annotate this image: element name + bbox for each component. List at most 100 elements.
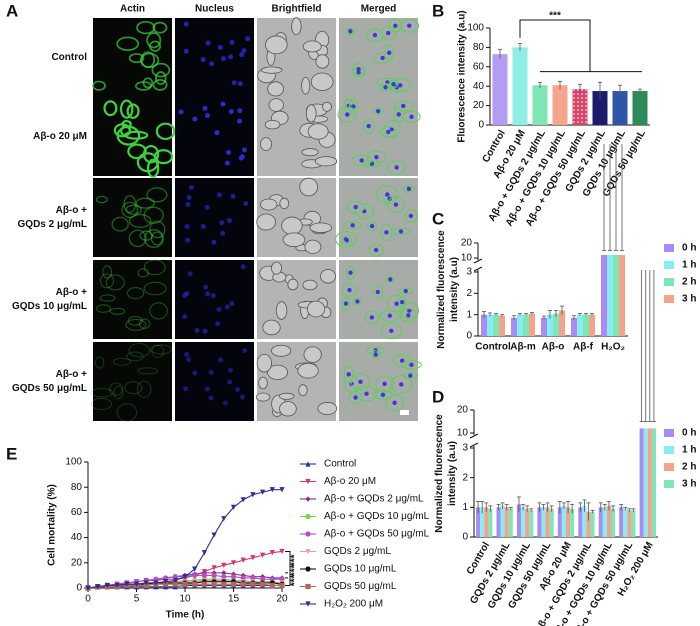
nucleus	[215, 321, 221, 327]
cell	[345, 265, 356, 280]
bar	[582, 505, 587, 537]
cell	[121, 201, 139, 219]
nucleus	[205, 291, 211, 297]
nucleus	[391, 81, 396, 87]
cell	[400, 360, 422, 370]
cell	[393, 100, 414, 112]
bar	[476, 507, 481, 537]
legend-label: GQDs 50 μg/mL	[324, 581, 397, 592]
legend-label: 1 h	[682, 445, 696, 456]
cell	[341, 283, 358, 297]
bar	[643, 428, 648, 537]
legend-label: 3 h	[682, 294, 696, 305]
row-label: Aβ-o +	[56, 369, 88, 380]
nucleus	[359, 158, 364, 163]
row-label: GQDs 50 μg/mL	[12, 383, 87, 394]
cell	[109, 382, 124, 396]
cell	[299, 177, 319, 197]
nucleus	[382, 381, 387, 387]
marker	[279, 582, 285, 589]
cell	[372, 390, 394, 400]
y-tick-label: 80	[473, 42, 485, 53]
nucleus	[216, 306, 222, 312]
cell	[128, 343, 151, 358]
micrograph	[175, 342, 254, 421]
legend-marker	[305, 496, 311, 502]
column-header: Actin	[120, 4, 145, 15]
y-axis-label: intensity (a.u)	[449, 257, 460, 322]
cell	[259, 198, 278, 211]
cell	[365, 28, 385, 42]
cell	[380, 26, 397, 40]
nucleus	[343, 237, 349, 242]
cell	[135, 197, 155, 209]
cell	[116, 403, 138, 422]
cell	[314, 156, 338, 167]
legend-label: Aβ-o + GQDs 50 μg/mL	[324, 529, 430, 540]
legend-marker	[305, 601, 311, 607]
marker	[260, 552, 266, 558]
axis-break	[469, 433, 479, 439]
legend-label: Aβ-o + GQDs 10 μg/mL	[324, 511, 430, 522]
cell	[90, 397, 113, 411]
micrograph	[257, 260, 337, 339]
cell	[388, 18, 402, 33]
y-tick-label: 0	[462, 532, 468, 543]
micrograph-bg	[175, 178, 254, 257]
nucleus	[372, 32, 378, 38]
nucleus	[214, 130, 220, 136]
nucleus	[364, 391, 369, 396]
cell	[402, 110, 421, 123]
cell	[151, 62, 171, 78]
bar	[500, 505, 505, 537]
bar	[496, 507, 501, 537]
nucleus	[345, 112, 350, 117]
nucleus	[227, 379, 233, 385]
nucleus	[229, 39, 235, 45]
cell	[307, 123, 329, 140]
cell	[126, 103, 140, 119]
cell	[399, 18, 420, 33]
cell	[151, 344, 165, 358]
cell	[135, 81, 152, 91]
nucleus	[394, 301, 399, 306]
nucleus	[185, 202, 191, 208]
nucleus	[386, 50, 392, 55]
y-tick-label: 20	[457, 405, 469, 416]
bar	[602, 507, 607, 537]
y-tick-label: 0	[478, 120, 484, 131]
bar	[557, 507, 562, 537]
nucleus	[192, 116, 198, 122]
axis-break	[473, 258, 483, 264]
legend-swatch	[664, 463, 674, 471]
cell	[137, 367, 159, 375]
nucleus	[208, 369, 214, 375]
cell	[351, 155, 372, 166]
cell	[255, 392, 271, 402]
nucleus	[355, 299, 360, 304]
nucleus	[186, 195, 192, 201]
x-tick-label: 10	[179, 594, 191, 605]
bar	[545, 507, 550, 537]
marker	[192, 572, 198, 578]
legend-marker	[305, 513, 311, 520]
nucleus	[375, 108, 381, 114]
cell	[380, 126, 397, 138]
nucleus	[239, 52, 245, 58]
x-tick-label: Aβ-o	[542, 342, 565, 353]
cell	[297, 362, 319, 379]
nucleus	[228, 109, 234, 115]
legend-swatch	[664, 278, 674, 286]
y-tick-label: 20	[71, 557, 83, 568]
marker	[124, 581, 130, 587]
nucleus	[366, 123, 371, 129]
nucleus	[224, 160, 230, 166]
marker	[221, 570, 227, 576]
cell	[335, 231, 357, 248]
x-tick-label: 0	[85, 594, 91, 605]
nucleus	[211, 239, 217, 245]
marker	[269, 582, 275, 589]
cell	[143, 206, 164, 224]
legend-label: GQDs 10 μg/mL	[324, 564, 397, 575]
nucleus	[356, 67, 361, 72]
